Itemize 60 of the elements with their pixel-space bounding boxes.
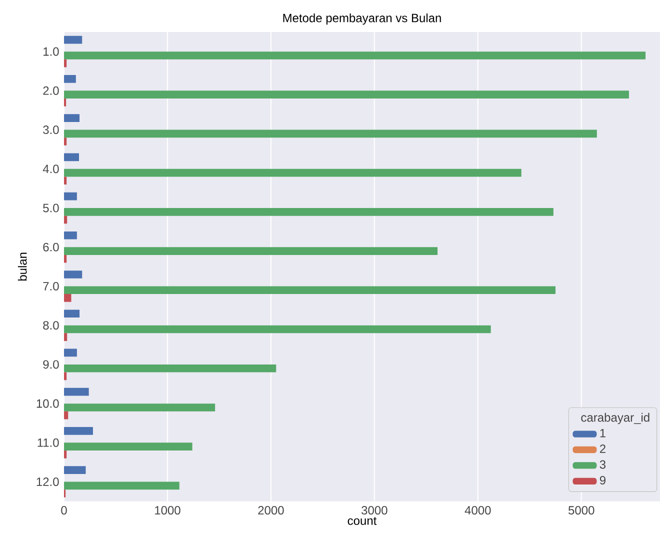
y-axis-title: bulan xyxy=(18,252,27,281)
bar xyxy=(64,231,77,240)
y-tick-label: 8.0 xyxy=(43,321,59,330)
legend-label: 9 xyxy=(600,476,606,484)
bar xyxy=(64,138,67,146)
x-tick-label: 5000 xyxy=(568,506,594,515)
bar xyxy=(64,114,80,122)
bar xyxy=(64,247,438,255)
x-tick-label: 1000 xyxy=(155,506,180,515)
y-tick-label: 4.0 xyxy=(42,164,59,174)
bar xyxy=(64,294,72,302)
bar xyxy=(64,36,82,44)
y-tick-label: 2.0 xyxy=(43,86,59,95)
x-tick-label: 0 xyxy=(61,506,67,515)
bar xyxy=(64,333,68,341)
bar xyxy=(64,90,629,98)
bar xyxy=(64,208,554,216)
bar xyxy=(64,450,67,458)
y-tick-label: 6.0 xyxy=(43,242,59,252)
bar xyxy=(64,325,491,334)
bar xyxy=(64,59,67,68)
bar xyxy=(64,364,276,372)
bar xyxy=(64,442,192,450)
legend-title: carabayar_id xyxy=(581,412,650,424)
bar xyxy=(64,75,76,83)
y-tick-label: 12.0 xyxy=(36,478,59,486)
x-tick-label: 4000 xyxy=(464,506,491,515)
legend-label: 2 xyxy=(600,444,606,453)
bar xyxy=(64,176,67,185)
legend-label: 3 xyxy=(600,460,606,469)
y-tick-label: 10.0 xyxy=(36,399,59,408)
bar xyxy=(64,270,82,278)
y-tick-label: 1.0 xyxy=(44,47,59,56)
y-tick-label: 7.0 xyxy=(43,282,59,290)
y-tick-label: 5.0 xyxy=(43,204,59,212)
bar xyxy=(64,348,77,357)
bar xyxy=(64,52,646,60)
bar xyxy=(64,130,597,138)
x-tick-label: 2000 xyxy=(258,506,284,515)
x-tick-label: 3000 xyxy=(362,506,388,515)
bar xyxy=(64,388,89,396)
bar xyxy=(64,411,68,420)
bar xyxy=(64,168,522,177)
bar xyxy=(64,404,216,412)
bar xyxy=(64,466,86,474)
y-tick-label: 3.0 xyxy=(43,126,59,134)
bar xyxy=(64,254,67,263)
bar xyxy=(64,310,80,318)
bar xyxy=(64,427,93,435)
bar xyxy=(64,372,67,380)
chart-title: Metode pembayaran vs Bulan xyxy=(283,13,441,25)
bar xyxy=(64,192,77,200)
bar xyxy=(64,286,556,294)
x-axis-title: count xyxy=(348,517,377,525)
bar xyxy=(64,153,80,162)
bar xyxy=(64,216,68,224)
y-tick-label: 9.0 xyxy=(43,360,59,369)
legend-label: 1 xyxy=(600,428,606,438)
y-tick-label: 11.0 xyxy=(38,438,59,447)
bar xyxy=(64,482,180,490)
